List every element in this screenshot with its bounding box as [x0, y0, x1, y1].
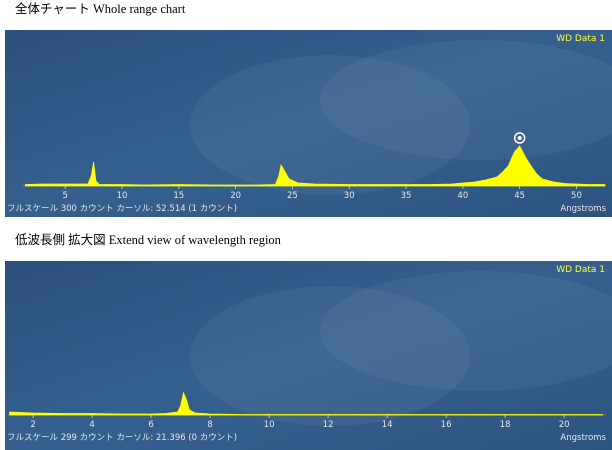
x-tick-label: 25 [287, 191, 298, 201]
legend-label: WD Data 1 [556, 34, 605, 44]
chart-title: 全体チャート Whole range chart [15, 1, 186, 16]
x-tick-label: 16 [441, 420, 452, 430]
x-tick-label: 10 [264, 420, 275, 430]
x-tick-label: 40 [457, 191, 468, 201]
x-tick-label: 4 [89, 420, 94, 430]
x-tick-label: 14 [382, 420, 393, 430]
x-tick-label: 2 [30, 420, 35, 430]
chart-title: 低波長側 拡大図 Extend view of wavelength regio… [15, 233, 282, 247]
cloud [320, 271, 612, 391]
x-tick-label: 5 [62, 191, 67, 201]
x-axis-label: Angstroms [560, 204, 606, 214]
x-tick-label: 20 [230, 191, 241, 201]
x-tick-label: 15 [173, 191, 184, 201]
x-tick-label: 18 [500, 420, 511, 430]
x-tick-label: 35 [401, 191, 412, 201]
footer: フルスケール 300 カウント カーソル: 52.514 (1 カウント) [7, 204, 237, 214]
x-tick-label: 45 [514, 191, 525, 201]
cloud [190, 286, 470, 426]
spectrum [25, 145, 606, 187]
x-tick-label: 8 [207, 420, 212, 430]
cloud [190, 55, 470, 195]
x-tick-label: 20 [559, 420, 570, 430]
x-axis-label: Angstroms [560, 433, 606, 443]
x-tick-label: 10 [117, 191, 128, 201]
cloud [320, 40, 612, 160]
x-tick-label: 30 [344, 191, 355, 201]
footer: フルスケール 299 カウント カーソル: 21.396 (0 カウント) [7, 433, 237, 443]
spectrum [9, 391, 603, 416]
panel [5, 261, 612, 450]
x-tick-label: 6 [148, 420, 153, 430]
cursor-marker [517, 136, 522, 140]
legend-label: WD Data 1 [556, 265, 605, 275]
x-tick-label: 50 [571, 191, 582, 201]
x-tick-label: 12 [323, 420, 334, 430]
cursor-marker [513, 132, 526, 144]
